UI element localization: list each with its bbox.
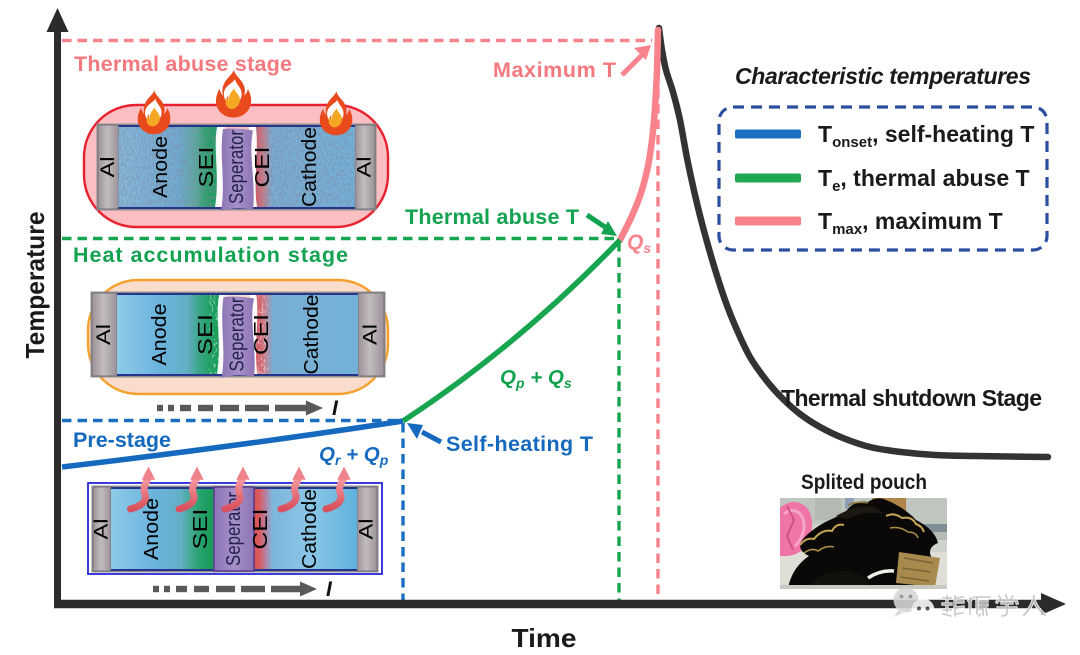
svg-text:SEI: SEI	[196, 147, 218, 188]
svg-text:Splited pouch: Splited pouch	[801, 471, 927, 494]
svg-text:CEI: CEI	[251, 314, 273, 355]
svg-text:Thermal shutdown Stage: Thermal shutdown Stage	[781, 385, 1042, 411]
svg-text:Pre-stage: Pre-stage	[73, 428, 171, 452]
svg-text:Temperature: Temperature	[20, 212, 50, 359]
svg-text:Cathode: Cathode	[299, 489, 321, 569]
svg-text:Anode: Anode	[149, 304, 171, 366]
svg-text:Cathode: Cathode	[299, 127, 321, 207]
svg-text:Qp + Qs: Qp + Qs	[500, 366, 572, 391]
svg-text:CEI: CEI	[252, 147, 274, 188]
svg-text:Al: Al	[92, 519, 113, 540]
svg-text:SEI: SEI	[195, 314, 217, 355]
svg-text:Heat accumulation stage: Heat accumulation stage	[73, 243, 348, 267]
svg-text:Characteristic temperatures: Characteristic temperatures	[735, 63, 1031, 89]
svg-text:CEI: CEI	[250, 509, 272, 550]
svg-text:Anode: Anode	[150, 136, 172, 198]
svg-text:I: I	[332, 397, 339, 420]
svg-text:Tonset, self-heating T: Tonset, self-heating T	[818, 121, 1034, 151]
svg-text:Al: Al	[355, 157, 376, 178]
svg-text:Al: Al	[98, 157, 119, 178]
svg-text:I: I	[326, 578, 333, 601]
svg-text:Qr + Qp: Qr + Qp	[319, 443, 389, 468]
svg-text:Anode: Anode	[141, 498, 163, 560]
svg-text:Al: Al	[357, 519, 378, 540]
svg-text:Thermal abuse T: Thermal abuse T	[405, 205, 579, 229]
svg-text:Time: Time	[512, 623, 577, 653]
svg-text:Al: Al	[361, 324, 382, 345]
svg-text:SEI: SEI	[190, 509, 212, 550]
svg-text:Seperator: Seperator	[227, 297, 249, 371]
svg-text:Te, thermal abuse T: Te, thermal abuse T	[818, 165, 1030, 195]
svg-text:Tmax, maximum T: Tmax, maximum T	[818, 208, 1003, 238]
svg-text:Cathode: Cathode	[301, 295, 323, 375]
svg-text:Seperator: Seperator	[226, 130, 248, 204]
svg-text:Self-heating T: Self-heating T	[446, 432, 593, 456]
svg-text:Thermal abuse stage: Thermal abuse stage	[74, 52, 292, 76]
svg-text:Maximum T: Maximum T	[493, 58, 616, 82]
svg-text:Al: Al	[94, 324, 115, 345]
